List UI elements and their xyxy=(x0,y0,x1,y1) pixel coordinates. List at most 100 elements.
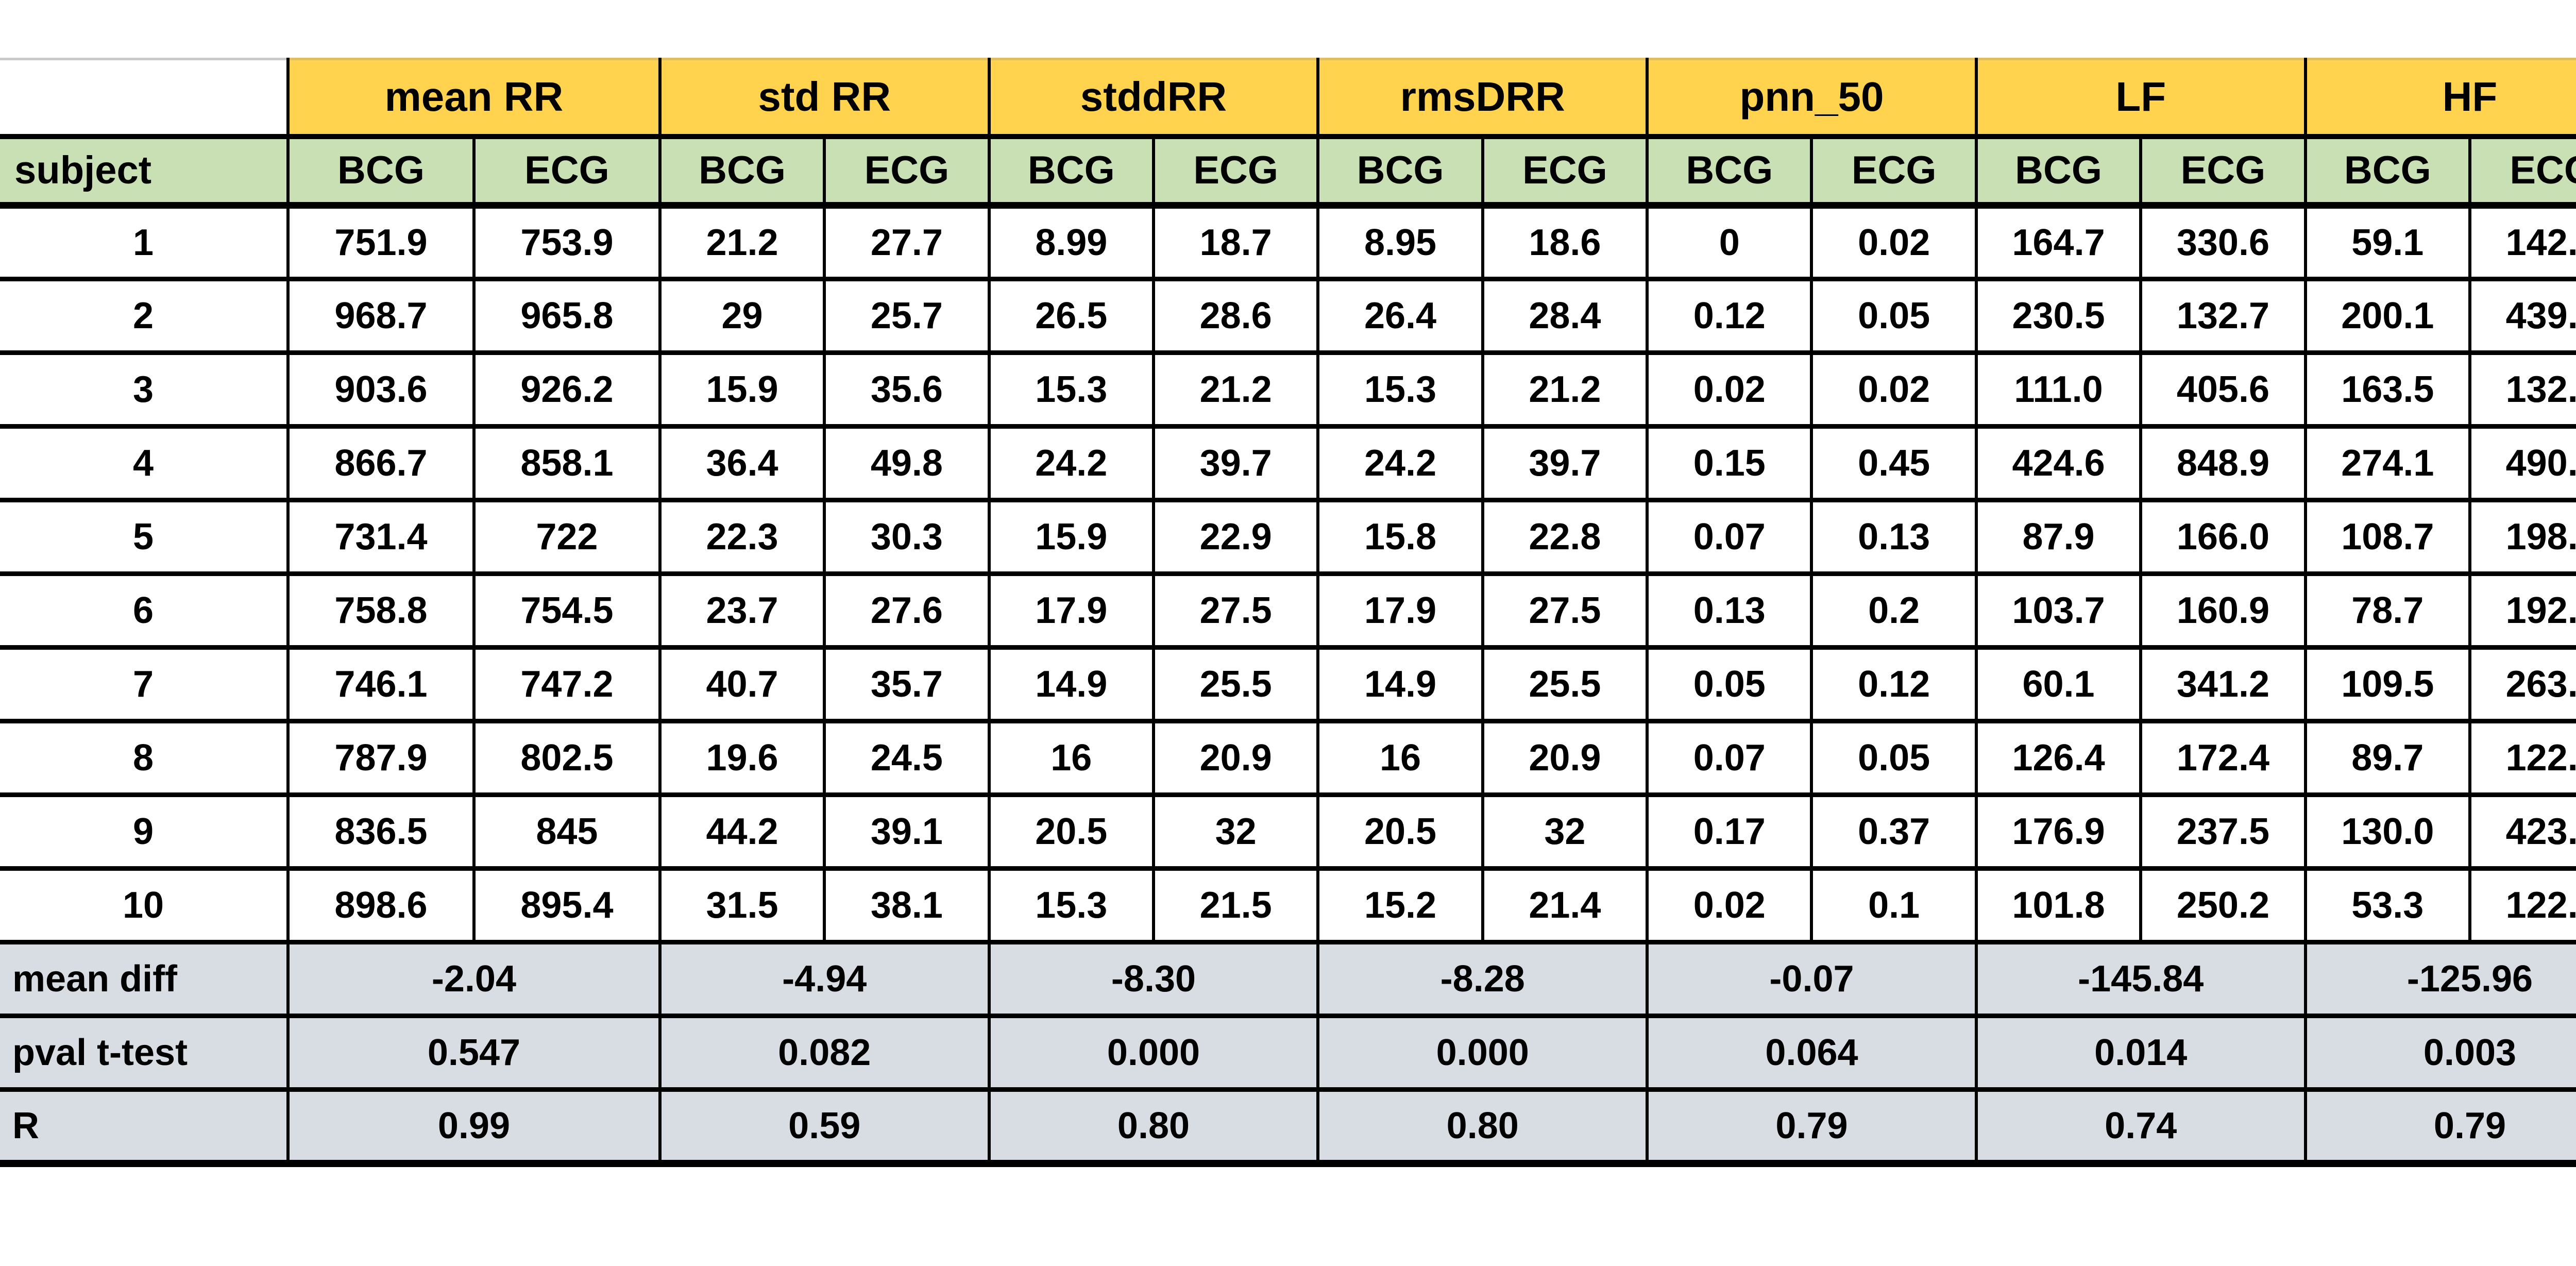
subcolumn-header-mean-rr-bcg: BCG xyxy=(286,134,476,209)
data-cell: 0.12 xyxy=(1646,277,1814,355)
group-header-stddrr: stddRR xyxy=(987,58,1320,139)
data-cell: 87.9 xyxy=(1974,498,2143,576)
subcolumn-header-std-rr-bcg: BCG xyxy=(658,134,826,209)
data-cell: 753.9 xyxy=(472,203,662,281)
summary-cell: -145.84 xyxy=(1974,940,2307,1018)
subject-cell: 3 xyxy=(0,350,290,429)
data-cell: 21.2 xyxy=(658,203,826,281)
table-body: 1 751.9 753.9 21.2 27.7 8.99 18.7 8.95 18.6 0 0.02… xyxy=(0,203,2576,1167)
summary-cell: -125.96 xyxy=(2303,940,2576,1018)
data-cell: 722 xyxy=(472,498,662,576)
subcolumn-header-hf-ecg: ECG xyxy=(2468,134,2576,209)
summary-row-label: mean diff xyxy=(0,940,290,1018)
data-cell: 27.7 xyxy=(823,203,991,281)
summary-cell: 0.79 xyxy=(2303,1087,2576,1167)
data-cell: 836.5 xyxy=(286,792,476,871)
data-cell: 24.5 xyxy=(823,719,991,797)
data-cell: 19.6 xyxy=(658,719,826,797)
data-cell: 731.4 xyxy=(286,498,476,576)
subcolumn-header-pnn-50-bcg: BCG xyxy=(1646,134,1814,209)
data-cell: 15.8 xyxy=(1316,498,1484,576)
data-cell: 0.02 xyxy=(1810,350,1978,429)
data-cell: 38.1 xyxy=(823,866,991,944)
data-cell: 0.07 xyxy=(1646,498,1814,576)
data-cell: 27.6 xyxy=(823,571,991,650)
data-cell: 0.05 xyxy=(1810,277,1978,355)
summary-cell: 0.99 xyxy=(286,1087,662,1167)
data-cell: 21.2 xyxy=(1151,350,1320,429)
data-cell: 968.7 xyxy=(286,277,476,355)
table-row-subject-6: 6 758.8 754.5 23.7 27.6 17.9 27.5 17.9 27.5 0.13 0… xyxy=(0,571,2576,650)
data-cell: 0.2 xyxy=(1810,571,1978,650)
summary-cell: 0.014 xyxy=(1974,1014,2307,1092)
summary-row-label: R xyxy=(0,1087,290,1167)
summary-cell: 0.80 xyxy=(987,1087,1320,1167)
data-cell: 802.5 xyxy=(472,719,662,797)
data-cell: 49.8 xyxy=(823,424,991,502)
data-cell: 24.2 xyxy=(987,424,1155,502)
summary-row-r: R0.990.590.800.800.790.740.790.24 xyxy=(0,1087,2576,1167)
data-cell: 15.2 xyxy=(1316,866,1484,944)
data-cell: 21.5 xyxy=(1151,866,1320,944)
subject-cell: 2 xyxy=(0,277,290,355)
data-cell: 0.02 xyxy=(1646,350,1814,429)
data-cell: 130.0 xyxy=(2303,792,2471,871)
data-cell: 132.2 xyxy=(2468,350,2576,429)
data-cell: 423.3 xyxy=(2468,792,2576,871)
data-cell: 237.5 xyxy=(2139,792,2307,871)
summary-cell: 0.79 xyxy=(1646,1087,1978,1167)
subcolumn-header-stddrr-ecg: ECG xyxy=(1151,134,1320,209)
data-cell: 0.17 xyxy=(1646,792,1814,871)
data-cell: 29 xyxy=(658,277,826,355)
data-cell: 0.02 xyxy=(1646,866,1814,944)
data-cell: 21.2 xyxy=(1481,350,1649,429)
data-cell: 142.8 xyxy=(2468,203,2576,281)
data-cell: 122.6 xyxy=(2468,719,2576,797)
data-cell: 27.5 xyxy=(1151,571,1320,650)
subject-cell: 5 xyxy=(0,498,290,576)
summary-cell: 0.74 xyxy=(1974,1087,2307,1167)
subject-column-header: subject xyxy=(0,134,290,209)
group-header-lf: LF xyxy=(1974,58,2307,139)
table-row-subject-3: 3 903.6 926.2 15.9 35.6 15.3 21.2 15.3 21.2 0.02 0… xyxy=(0,350,2576,429)
data-cell: 39.7 xyxy=(1151,424,1320,502)
data-cell: 16 xyxy=(987,719,1155,797)
group-header-std-rr: std RR xyxy=(658,58,991,139)
data-cell: 0.45 xyxy=(1810,424,1978,502)
data-cell: 15.9 xyxy=(658,350,826,429)
data-cell: 15.3 xyxy=(987,866,1155,944)
data-cell: 32 xyxy=(1481,792,1649,871)
data-cell: 341.2 xyxy=(2139,645,2307,723)
data-cell: 0.13 xyxy=(1646,571,1814,650)
summary-cell: 0.80 xyxy=(1316,1087,1649,1167)
data-cell: 746.1 xyxy=(286,645,476,723)
data-cell: 21.4 xyxy=(1481,866,1649,944)
data-cell: 35.6 xyxy=(823,350,991,429)
data-cell: 44.2 xyxy=(658,792,826,871)
subcolumn-header-mean-rr-ecg: ECG xyxy=(472,134,662,209)
data-cell: 109.5 xyxy=(2303,645,2471,723)
summary-cell: 0.59 xyxy=(658,1087,991,1167)
data-cell: 0.07 xyxy=(1646,719,1814,797)
summary-row-mean-diff: mean diff -2.04 -4.94 -8.30 -8.28 -0.07 -145.8… xyxy=(0,940,2576,1018)
data-cell: 36.4 xyxy=(658,424,826,502)
data-cell: 198.5 xyxy=(2468,498,2576,576)
data-cell: 25.7 xyxy=(823,277,991,355)
data-cell: 160.9 xyxy=(2139,571,2307,650)
table-row-subject-5: 5 731.4 722 22.3 30.3 15.9 22.9 15.8 22.8 0.07 0.1… xyxy=(0,498,2576,576)
summary-cell: 0.003 xyxy=(2303,1014,2576,1092)
data-cell: 751.9 xyxy=(286,203,476,281)
summary-cell: 0.082 xyxy=(658,1014,991,1092)
summary-cell: 0.000 xyxy=(987,1014,1320,1092)
data-cell: 250.2 xyxy=(2139,866,2307,944)
data-cell: 30.3 xyxy=(823,498,991,576)
data-cell: 25.5 xyxy=(1151,645,1320,723)
subject-cell: 1 xyxy=(0,203,290,281)
data-cell: 17.9 xyxy=(987,571,1155,650)
data-cell: 122.0 xyxy=(2468,866,2576,944)
data-cell: 40.7 xyxy=(658,645,826,723)
table-row-subject-7: 7 746.1 747.2 40.7 35.7 14.9 25.5 14.9 25.5 0.05 0… xyxy=(0,645,2576,723)
data-cell: 22.8 xyxy=(1481,498,1649,576)
summary-cell: -2.04 xyxy=(286,940,662,1018)
